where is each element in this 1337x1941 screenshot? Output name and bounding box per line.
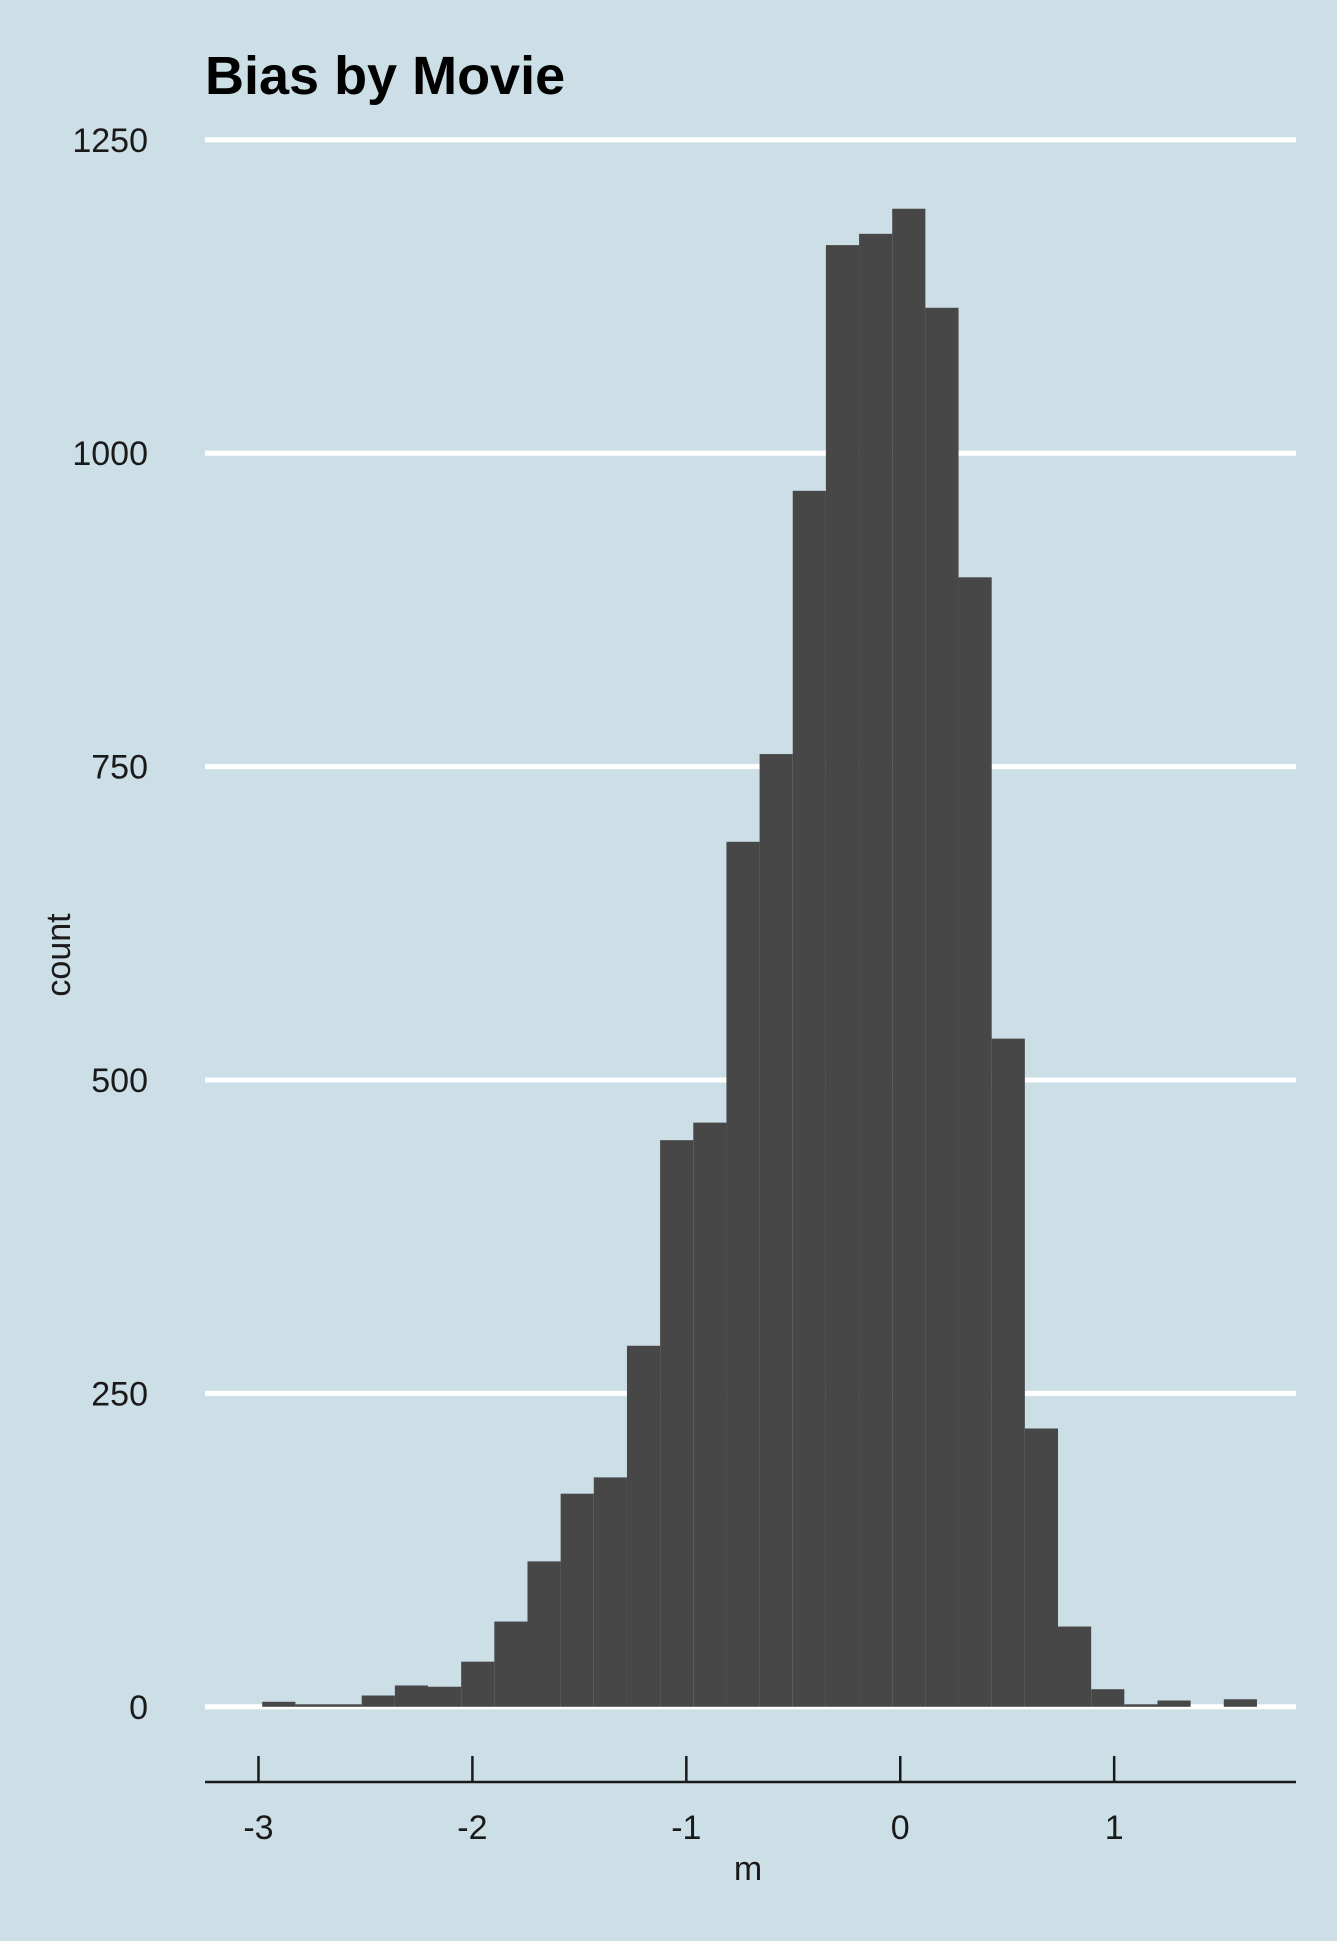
histogram-bar <box>461 1661 495 1707</box>
bars <box>262 208 1257 1707</box>
y-axis-label: count <box>40 913 78 997</box>
chart-title: Bias by Movie <box>205 46 565 106</box>
histogram-bar <box>560 1493 594 1707</box>
x-tick-label: 0 <box>891 1809 910 1847</box>
histogram-bar <box>1223 1699 1257 1707</box>
y-tick-label: 1250 <box>72 122 148 160</box>
histogram-bar <box>328 1704 362 1707</box>
histogram-bar <box>892 208 926 1707</box>
y-tick-label: 0 <box>129 1689 148 1727</box>
histogram-bar <box>825 245 860 1707</box>
histogram-bar <box>1058 1626 1092 1707</box>
histogram-bar <box>527 1561 561 1707</box>
histogram-bar <box>428 1686 462 1707</box>
histogram-bar <box>593 1477 627 1707</box>
x-axis-ticks: -3 -2 -1 0 1 <box>243 1756 1124 1847</box>
histogram-bar <box>494 1621 528 1707</box>
histogram-bar <box>361 1695 395 1707</box>
histogram-bar <box>1157 1700 1191 1707</box>
histogram-bar <box>859 233 893 1707</box>
histogram-bar <box>660 1140 694 1707</box>
x-axis-label: m <box>734 1850 762 1888</box>
histogram-bar <box>1024 1428 1059 1707</box>
y-tick-label: 750 <box>91 749 148 787</box>
histogram-bar <box>394 1685 429 1707</box>
x-tick-label: -2 <box>457 1809 487 1847</box>
y-tick-label: 500 <box>91 1062 148 1100</box>
histogram-bar <box>925 307 959 1707</box>
histogram-bar <box>693 1122 727 1707</box>
x-tick-label: -1 <box>671 1809 701 1847</box>
histogram-bar <box>759 754 793 1707</box>
histogram-bar <box>792 490 826 1707</box>
histogram-bar <box>262 1701 296 1707</box>
histogram-bar <box>1124 1704 1158 1707</box>
histogram-bar <box>1091 1689 1125 1707</box>
x-tick-label: 1 <box>1105 1809 1124 1847</box>
x-tick-label: -3 <box>243 1809 273 1847</box>
y-tick-label: 1000 <box>72 435 148 473</box>
y-tick-label: 250 <box>91 1375 148 1413</box>
histogram-bar <box>295 1704 329 1707</box>
histogram-bar <box>958 577 992 1707</box>
histogram-bar <box>991 1038 1025 1707</box>
y-axis-ticks: 0 250 500 750 1000 1250 <box>72 122 148 1727</box>
histogram-bar <box>626 1345 661 1707</box>
histogram-bar <box>726 841 760 1707</box>
